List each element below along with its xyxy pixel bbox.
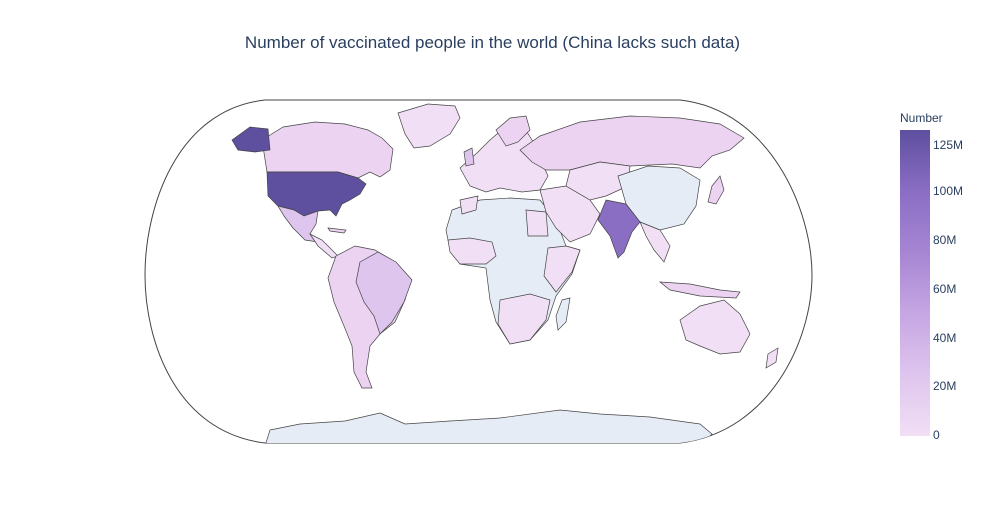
- colorbar-tick-100m: 100M: [933, 184, 964, 198]
- colorbar: [900, 130, 930, 436]
- country-brazil[interactable]: [355, 251, 413, 335]
- colorbar-tick-60m: 60M: [933, 282, 957, 296]
- colorbar-tick-40m: 40M: [933, 331, 957, 345]
- colorbar-title: Number: [900, 111, 943, 125]
- country-australia[interactable]: [679, 299, 751, 355]
- country-madagascar[interactable]: [555, 297, 571, 331]
- region-east-africa[interactable]: [543, 245, 581, 293]
- colorbar-tick-0: 0: [933, 428, 940, 442]
- colorbar-tick-80m: 80M: [933, 233, 957, 247]
- country-indonesia[interactable]: [658, 281, 741, 299]
- country-usa-alaska[interactable]: [231, 126, 271, 153]
- region-scandinavia[interactable]: [495, 115, 531, 147]
- colorbar-tick-125m: 125M: [933, 138, 964, 152]
- country-morocco[interactable]: [459, 195, 479, 215]
- country-greenland[interactable]: [397, 103, 461, 149]
- country-uk[interactable]: [463, 147, 475, 167]
- country-japan[interactable]: [707, 175, 725, 205]
- country-russia[interactable]: [519, 115, 745, 171]
- chart-title: Number of vaccinated people in the world…: [244, 33, 741, 52]
- country-cuba[interactable]: [327, 227, 347, 234]
- country-india[interactable]: [597, 199, 641, 259]
- region-southeast-asia[interactable]: [639, 221, 671, 263]
- region-west-africa[interactable]: [447, 237, 497, 265]
- colorbar-tick-20m: 20M: [933, 379, 957, 393]
- region-southern-africa[interactable]: [497, 293, 551, 345]
- country-new-zealand[interactable]: [765, 347, 779, 369]
- country-egypt[interactable]: [525, 209, 549, 237]
- region-central-asia[interactable]: [565, 161, 631, 201]
